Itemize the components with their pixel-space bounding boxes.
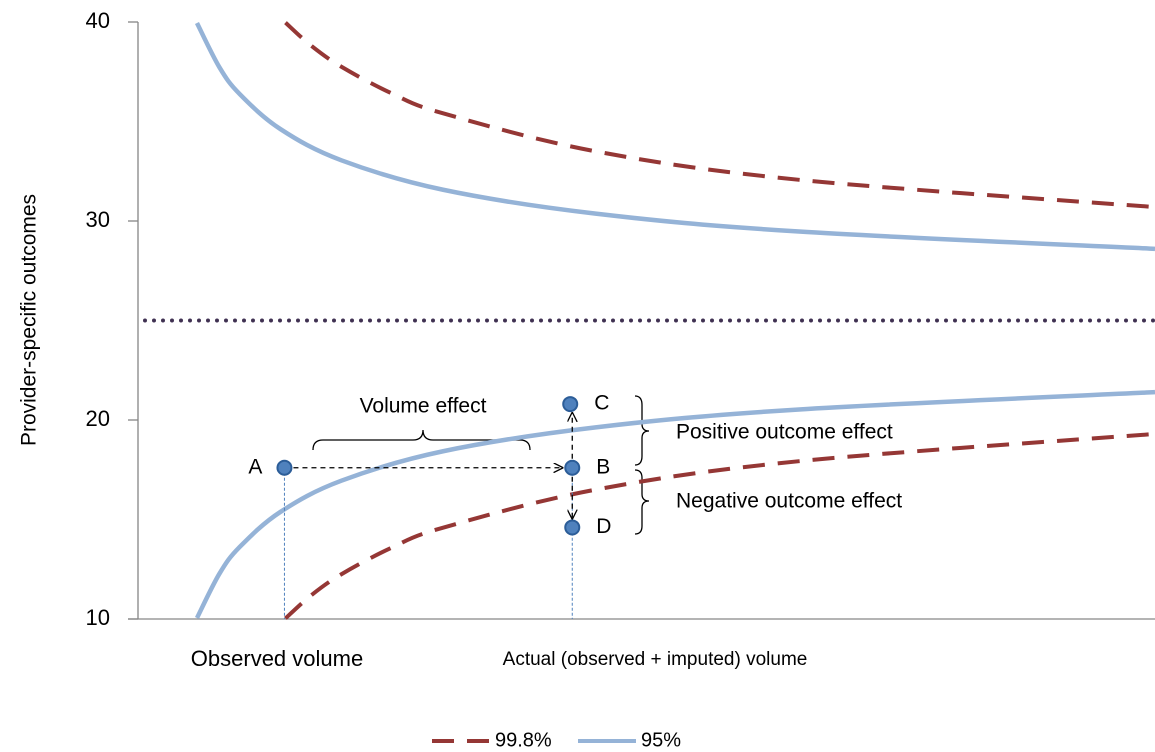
y-tick-label: 20 [86,406,110,431]
point [564,459,581,476]
brace [312,429,531,451]
legend-label: 95% [641,729,681,751]
y-tick-label: 40 [86,8,110,33]
point [564,519,581,536]
x-label: Observed volume [191,646,363,671]
point-label: A [248,455,262,478]
point [276,459,293,476]
series-line [194,21,1155,620]
braces [312,395,650,535]
brace [634,469,650,535]
point [562,396,579,413]
annotation: Positive outcome effect [676,421,893,444]
series-line [284,21,1155,620]
legend-label: 99.8% [495,729,552,751]
point-label: D [596,515,611,538]
y-axis-label: Provider-specific outcomes [18,194,41,446]
y-tick-label: 30 [86,207,110,232]
y-tick-label: 10 [86,605,110,630]
point-label: B [596,455,610,478]
point-label: C [594,392,609,415]
annotation: Negative outcome effect [676,490,902,513]
annotation: Volume effect [360,395,487,418]
x-label: Actual (observed + imputed) volume [503,649,808,670]
brace [634,395,650,466]
